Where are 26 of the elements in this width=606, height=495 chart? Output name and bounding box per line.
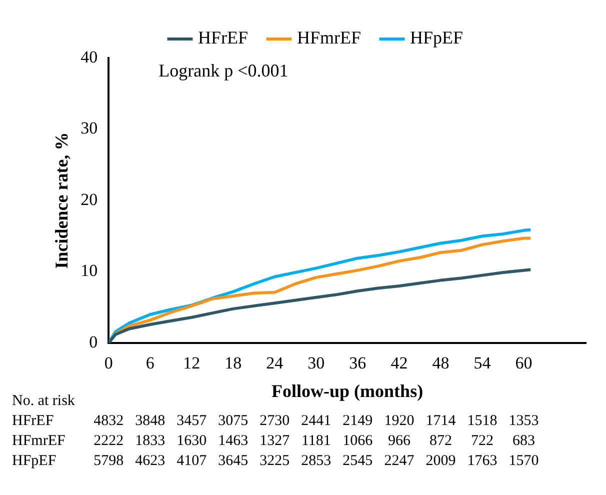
x-axis-title: Follow-up (months) [272, 380, 424, 401]
y-tick-label: 0 [89, 332, 98, 352]
legend-label: HFpEF [410, 28, 464, 48]
x-tick-label: 12 [183, 354, 200, 373]
y-tick-label: 10 [80, 261, 98, 280]
x-tick-label: 0 [104, 354, 113, 373]
text: HFmrEF 2222 1833 1630 1463 1327 1181 1066 966 872 722 683 [12, 432, 535, 449]
x-tick-label: 30 [308, 354, 325, 373]
annotation: Logrank p <0.001 [158, 60, 288, 81]
y-tick-label: 20 [80, 190, 98, 209]
x-tick-label: 18 [224, 354, 242, 373]
text: HFpEF 5798 4623 4107 3645 3225 2853 2545 2247 2009 1763 1570 [12, 452, 539, 469]
legend-label: HFmrEF [296, 28, 362, 48]
x-tick-label: 60 [515, 354, 532, 373]
x-tick-label: 6 [146, 354, 154, 373]
x-tick-label: 36 [349, 354, 366, 373]
y-axis-title: Incidence rate, % [51, 132, 72, 269]
text: HFrEF 4832 3848 3457 3075 2730 2441 2149 1920 1714 1518 1353 [12, 412, 539, 429]
x-tick-label: 42 [390, 354, 408, 373]
text: No. at risk [12, 392, 76, 409]
x-tick-label: 48 [432, 354, 450, 373]
x-tick-label: 24 [266, 354, 284, 373]
y-tick-label: 40 [80, 47, 98, 66]
legend-label: HFrEF [198, 28, 248, 48]
y-tick-label: 30 [80, 118, 98, 138]
x-tick-label: 54 [474, 354, 492, 373]
